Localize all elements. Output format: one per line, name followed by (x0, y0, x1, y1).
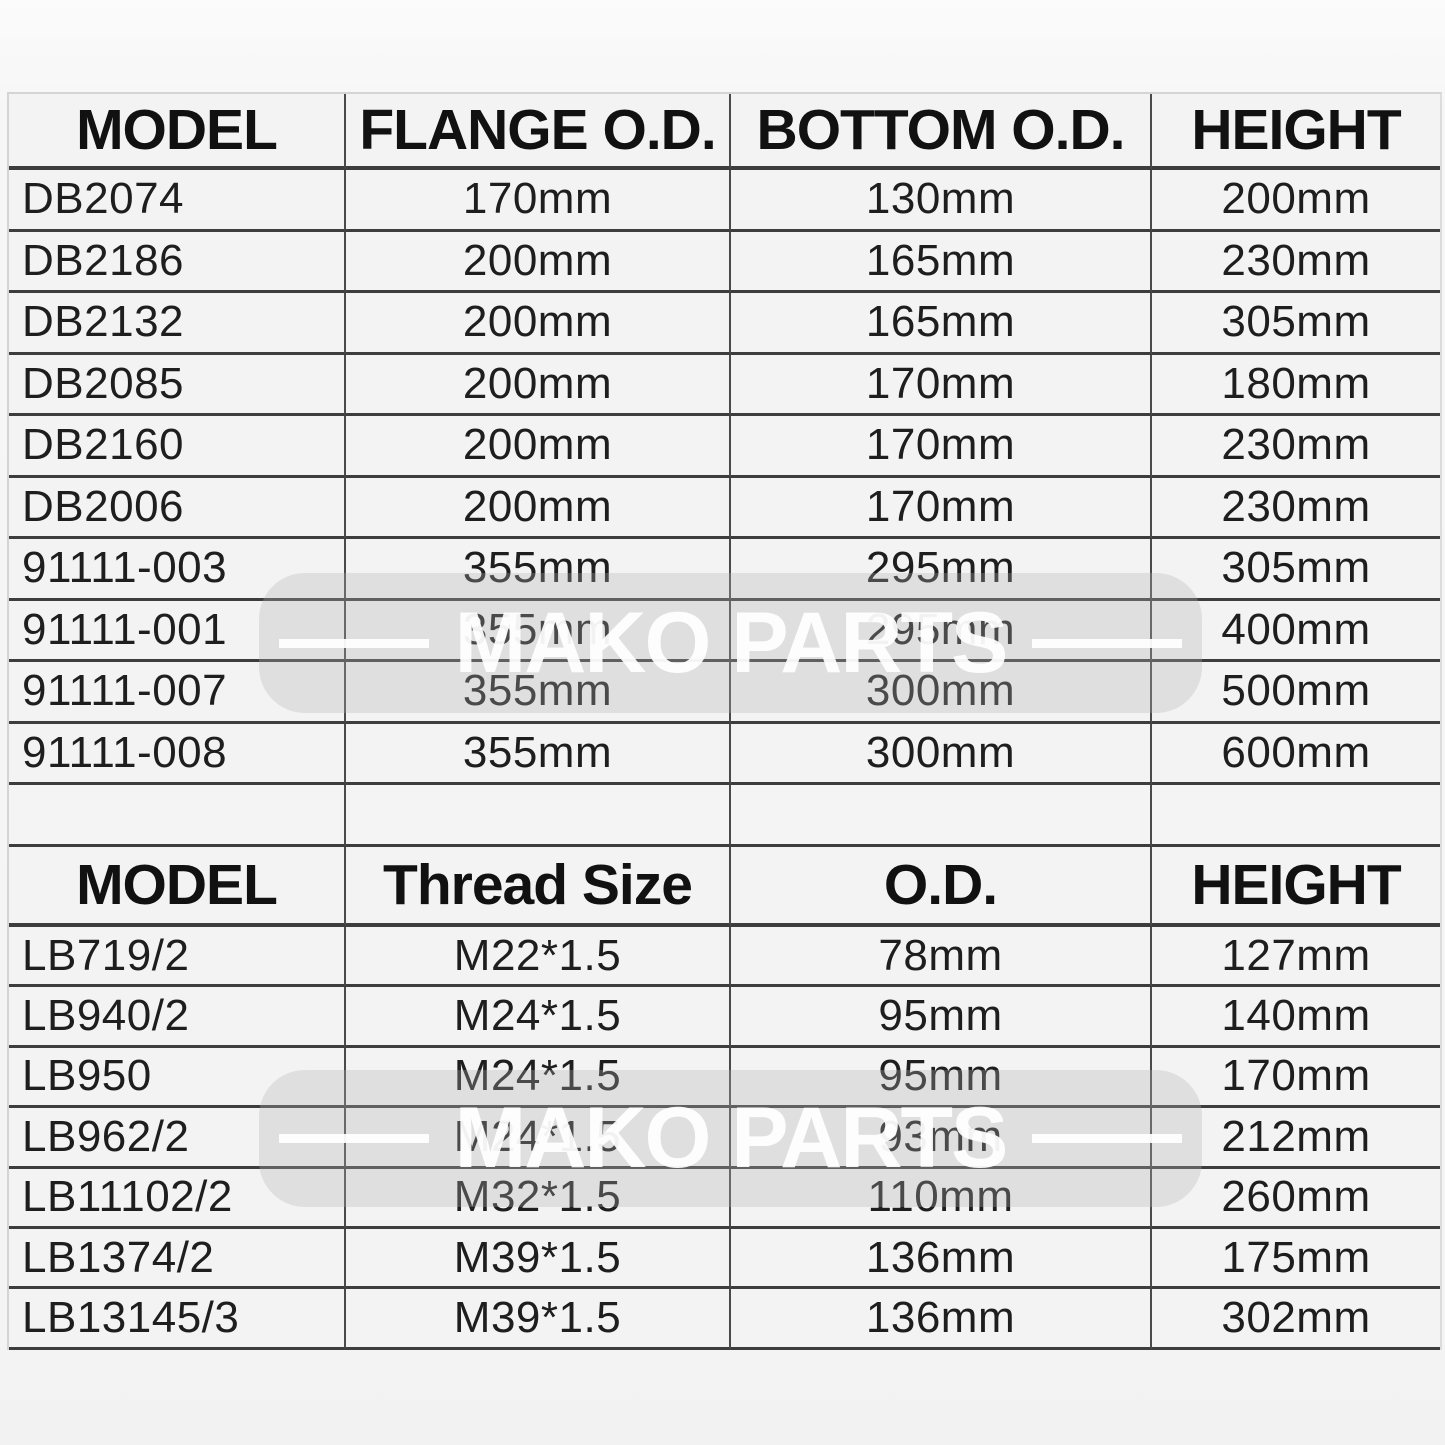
spacer-cell (1152, 785, 1440, 847)
model-cell: LB11102/2 (9, 1168, 346, 1229)
value-cell: 260mm (1152, 1168, 1440, 1229)
value-cell: 170mm (731, 477, 1152, 539)
value-cell: 300mm (731, 723, 1152, 785)
value-cell: 295mm (731, 539, 1152, 601)
value-cell: 95mm (731, 987, 1152, 1048)
value-cell: 110mm (731, 1168, 1152, 1229)
value-cell: 136mm (731, 1228, 1152, 1290)
value-cell: 200mm (346, 477, 731, 539)
column-header: MODEL (9, 94, 346, 170)
value-cell: 130mm (731, 170, 1152, 232)
model-cell: 91111-001 (9, 600, 346, 662)
value-cell: M39*1.5 (346, 1228, 731, 1290)
value-cell: 170mm (1152, 1047, 1440, 1109)
column-header: BOTTOM O.D. (731, 94, 1152, 170)
value-cell: 355mm (346, 662, 731, 724)
value-cell: 500mm (1152, 662, 1440, 724)
value-cell: 300mm (731, 662, 1152, 724)
model-cell: DB2186 (9, 231, 346, 293)
model-cell: DB2074 (9, 170, 346, 232)
model-cell: LB719/2 (9, 927, 346, 988)
value-cell: 400mm (1152, 600, 1440, 662)
value-cell: 170mm (346, 170, 731, 232)
column-header: O.D. (731, 847, 1152, 927)
column-header: FLANGE O.D. (346, 94, 731, 170)
model-cell: DB2160 (9, 416, 346, 478)
spacer-cell (731, 785, 1152, 847)
model-cell: LB13145/3 (9, 1289, 346, 1350)
model-cell: 91111-003 (9, 539, 346, 601)
value-cell: 200mm (1152, 170, 1440, 232)
value-cell: 165mm (731, 231, 1152, 293)
value-cell: 136mm (731, 1289, 1152, 1350)
column-header: HEIGHT (1152, 847, 1440, 927)
value-cell: 230mm (1152, 231, 1440, 293)
value-cell: 355mm (346, 539, 731, 601)
value-cell: 170mm (731, 416, 1152, 478)
value-cell: 200mm (346, 231, 731, 293)
value-cell: 305mm (1152, 539, 1440, 601)
value-cell: M22*1.5 (346, 927, 731, 988)
value-cell: 93mm (731, 1108, 1152, 1169)
model-cell: DB2006 (9, 477, 346, 539)
value-cell: M39*1.5 (346, 1289, 731, 1350)
value-cell: M24*1.5 (346, 1108, 731, 1169)
value-cell: 230mm (1152, 477, 1440, 539)
spacer-cell (9, 785, 346, 847)
spec-tables-grid: MODEL FLANGE O.D. BOTTOM O.D. HEIGHT DB2074 1… (7, 92, 1442, 1350)
value-cell: 355mm (346, 723, 731, 785)
value-cell: 175mm (1152, 1228, 1440, 1290)
value-cell: 127mm (1152, 927, 1440, 988)
value-cell: M24*1.5 (346, 987, 731, 1048)
value-cell: 302mm (1152, 1289, 1440, 1350)
value-cell: 200mm (346, 293, 731, 355)
value-cell: 170mm (731, 354, 1152, 416)
model-cell: LB962/2 (9, 1108, 346, 1169)
model-cell: DB2132 (9, 293, 346, 355)
model-cell: LB940/2 (9, 987, 346, 1048)
spacer-cell (346, 785, 731, 847)
model-cell: 91111-008 (9, 723, 346, 785)
value-cell: 212mm (1152, 1108, 1440, 1169)
value-cell: 600mm (1152, 723, 1440, 785)
value-cell: M24*1.5 (346, 1047, 731, 1109)
column-header: MODEL (9, 847, 346, 927)
value-cell: 140mm (1152, 987, 1440, 1048)
value-cell: 295mm (731, 600, 1152, 662)
value-cell: 305mm (1152, 293, 1440, 355)
value-cell: 95mm (731, 1047, 1152, 1109)
column-header: Thread Size (346, 847, 731, 927)
value-cell: 230mm (1152, 416, 1440, 478)
value-cell: 200mm (346, 354, 731, 416)
model-cell: 91111-007 (9, 662, 346, 724)
value-cell: M32*1.5 (346, 1168, 731, 1229)
value-cell: 355mm (346, 600, 731, 662)
model-cell: LB1374/2 (9, 1228, 346, 1290)
model-cell: LB950 (9, 1047, 346, 1109)
value-cell: 165mm (731, 293, 1152, 355)
model-cell: DB2085 (9, 354, 346, 416)
value-cell: 180mm (1152, 354, 1440, 416)
value-cell: 200mm (346, 416, 731, 478)
value-cell: 78mm (731, 927, 1152, 988)
column-header: HEIGHT (1152, 94, 1440, 170)
